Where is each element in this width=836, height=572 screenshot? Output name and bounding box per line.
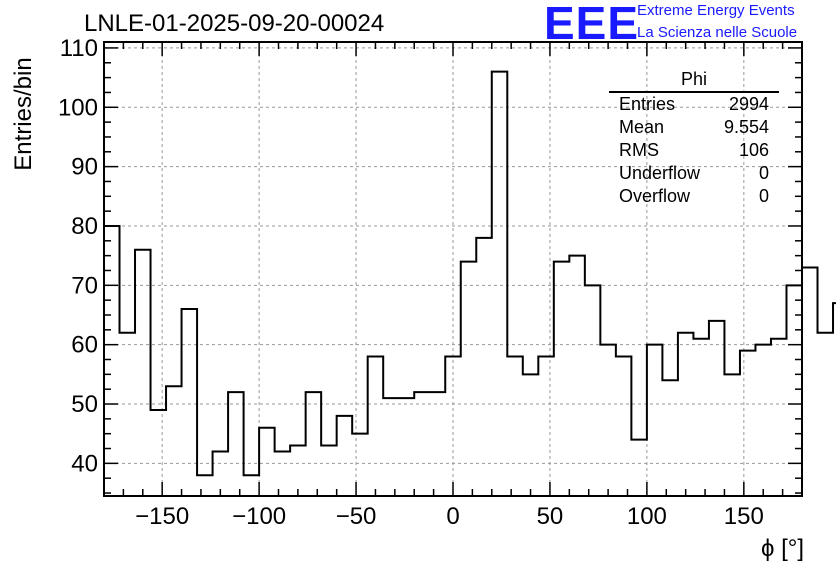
- histogram-bin: [445, 357, 461, 496]
- x-tick-label: −50: [336, 503, 377, 530]
- histogram-bins: [103, 70, 836, 496]
- stats-box: Phi Entries 2994 Mean 9.554 RMS 106 Underfl…: [609, 69, 779, 208]
- histogram-bin: [771, 339, 787, 496]
- histogram-bin: [182, 309, 198, 496]
- y-tick-label: 70: [71, 272, 98, 299]
- histogram-bin: [275, 451, 291, 496]
- x-axis-label: ϕ [°]: [760, 535, 804, 562]
- histogram-bin: [321, 446, 337, 496]
- stats-label: Entries: [619, 94, 676, 114]
- histogram-bin: [538, 357, 554, 496]
- histogram-bin: [120, 333, 136, 496]
- y-tick-label: 40: [71, 450, 98, 477]
- x-tick-label: 50: [537, 503, 564, 530]
- histogram-bin: [507, 357, 523, 496]
- histogram-bin: [259, 428, 275, 496]
- histogram-bin: [631, 440, 647, 496]
- histogram-bin: [755, 345, 771, 496]
- histogram-bin: [724, 374, 740, 496]
- stats-row-mean: Mean 9.554: [609, 116, 779, 139]
- histogram-bin: [197, 475, 213, 496]
- x-tick-label: −100: [232, 503, 286, 530]
- stats-value: 0: [758, 163, 769, 183]
- histogram-bin: [151, 410, 167, 496]
- histogram-bin: [337, 416, 353, 496]
- x-tick-label: 100: [627, 503, 667, 530]
- histogram-bin: [166, 386, 182, 496]
- histogram-bin: [290, 446, 306, 496]
- x-tick-label: 0: [446, 503, 459, 530]
- histogram-bin: [399, 398, 415, 496]
- y-tick-label: 110: [60, 35, 98, 62]
- histogram-bin: [461, 262, 477, 496]
- histogram-bin: [709, 321, 725, 496]
- histogram-bin: [228, 392, 244, 496]
- histogram-bin: [786, 285, 802, 496]
- stats-label: Underflow: [619, 163, 701, 183]
- histogram-bin: [135, 250, 151, 496]
- histogram-bin: [368, 357, 384, 496]
- y-tick-label: 50: [71, 391, 98, 418]
- histogram-bin: [430, 392, 446, 496]
- histogram-bin: [523, 374, 539, 496]
- chart-title: LNLE-01-2025-09-20-00024: [84, 10, 385, 37]
- eee-logo: EEE: [544, 0, 640, 49]
- histogram-bin: [818, 333, 834, 496]
- histogram-bin: [414, 392, 430, 496]
- stats-value: 2994: [728, 94, 769, 114]
- histogram-outline: [103, 70, 836, 496]
- stats-value: 106: [738, 140, 769, 160]
- histogram-bin: [244, 475, 260, 496]
- y-axis-label: Entries/bin: [10, 57, 37, 171]
- y-axis-ticks: 40 50 60 70 80 90 100 110: [58, 35, 802, 494]
- histogram-bin: [802, 268, 818, 496]
- y-tick-label: 90: [71, 154, 98, 181]
- histogram-bin: [678, 333, 694, 496]
- stats-row-entries: Entries 2994: [609, 93, 779, 116]
- stats-label: Overflow: [619, 186, 691, 206]
- x-tick-label: −150: [135, 503, 189, 530]
- histogram-bin: [306, 392, 322, 496]
- histogram-bin: [647, 345, 663, 496]
- stats-row-overflow: Overflow 0: [609, 185, 779, 208]
- y-tick-label: 100: [58, 94, 98, 121]
- histogram-bin: [554, 262, 570, 496]
- histogram-bin: [383, 398, 399, 496]
- histogram-bin: [600, 345, 616, 496]
- histogram-bin: [476, 238, 492, 496]
- stats-row-underflow: Underflow 0: [609, 162, 779, 185]
- histogram-bin: [693, 339, 709, 496]
- x-axis-ticks: −150 −100 −50 0 50 100 150: [122, 42, 784, 530]
- histogram-bin: [492, 72, 508, 496]
- histogram-bin: [662, 380, 678, 496]
- stats-value: 0: [758, 186, 769, 206]
- histogram-bin: [740, 351, 756, 496]
- histogram-bin: [585, 285, 601, 496]
- grid-lines: [104, 42, 802, 496]
- stats-label: Mean: [619, 117, 665, 137]
- stats-value: 9.554: [723, 117, 769, 137]
- histogram-bin: [569, 256, 585, 496]
- stats-title: Phi: [609, 69, 779, 93]
- y-tick-label: 80: [71, 213, 98, 240]
- x-tick-label: 150: [724, 503, 764, 530]
- logo-subtitle-line2: La Scienza nelle Scuole: [637, 24, 798, 41]
- histogram-bin: [616, 357, 632, 496]
- histogram-bin: [352, 434, 368, 496]
- logo-subtitle-line1: Extreme Energy Events: [637, 2, 795, 19]
- stats-row-rms: RMS 106: [609, 139, 779, 162]
- y-tick-label: 60: [71, 332, 98, 359]
- stats-label: RMS: [619, 140, 659, 160]
- histogram-bin: [104, 226, 120, 496]
